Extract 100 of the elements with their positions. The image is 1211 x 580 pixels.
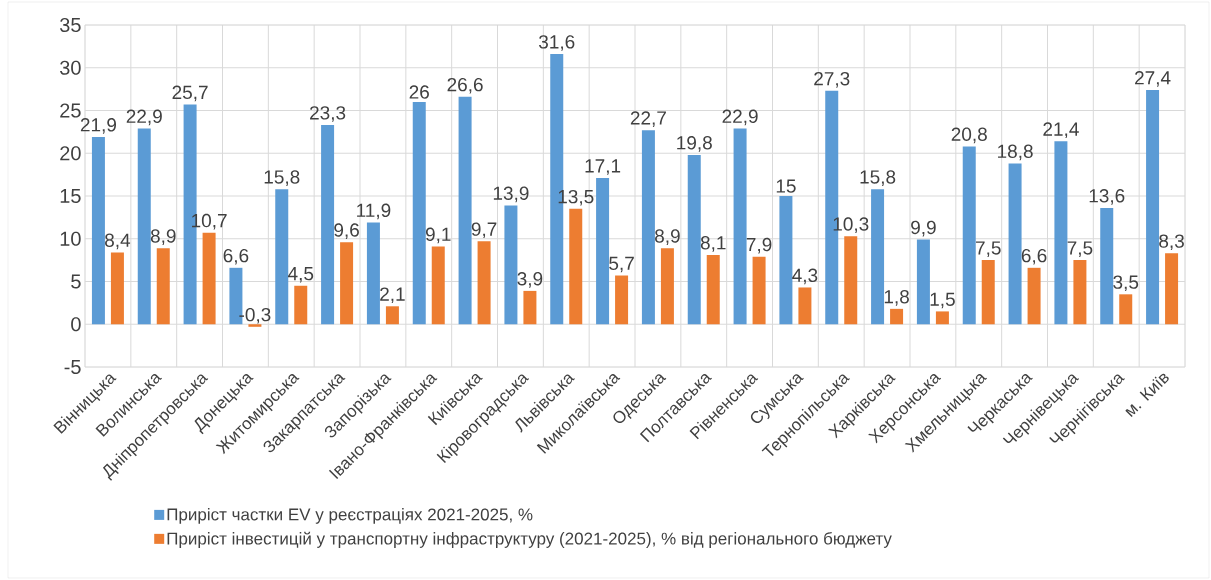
bar — [1073, 260, 1087, 325]
bar — [798, 287, 812, 325]
bar — [294, 285, 308, 325]
data-label: 23,3 — [310, 106, 346, 122]
data-label: 2,1 — [380, 287, 405, 304]
data-label: 21,9 — [80, 118, 117, 134]
y-tick-label: 5 — [71, 274, 81, 289]
data-label: 15,8 — [264, 170, 300, 186]
bar — [110, 252, 124, 325]
data-label: 15 — [776, 179, 796, 193]
data-label: 3,5 — [1113, 275, 1139, 292]
y-tick-label: 0 — [71, 317, 81, 332]
data-label: 11,9 — [357, 203, 391, 220]
data-label: 9,9 — [911, 220, 936, 237]
bar — [596, 178, 610, 325]
y-tick-label: 20 — [60, 146, 81, 161]
y-tick-label: 25 — [60, 103, 81, 118]
bar — [1027, 267, 1041, 325]
data-label: 9,7 — [471, 222, 497, 239]
bar — [890, 308, 904, 325]
data-label: 6,6 — [223, 248, 249, 265]
data-label: 13,9 — [493, 186, 529, 203]
data-label: 8,9 — [150, 229, 176, 245]
data-label: 7,5 — [976, 241, 1001, 257]
bar — [660, 248, 674, 325]
bar — [844, 236, 858, 325]
bar — [752, 256, 766, 325]
data-label: 22,9 — [722, 109, 758, 126]
bar — [641, 130, 655, 325]
data-label: 5,7 — [609, 256, 634, 273]
data-label: 3,9 — [517, 272, 543, 288]
data-label: 17,1 — [585, 159, 621, 175]
bar — [366, 222, 380, 325]
data-label: 31,6 — [538, 35, 575, 51]
data-label: 27,4 — [1135, 71, 1171, 87]
bar — [458, 96, 472, 325]
bar — [779, 195, 793, 325]
y-tick-label: 30 — [60, 60, 81, 75]
bar — [1054, 141, 1068, 325]
data-label: 8,3 — [1159, 234, 1184, 251]
bar — [935, 311, 949, 325]
data-label: 7,9 — [746, 237, 772, 254]
y-tick-label: 15 — [60, 189, 81, 203]
bar — [962, 146, 976, 325]
legend-label: Приріст інвестицій у транспортну інфраструктуру (2021-2025), % від регіонального бюджету — [167, 531, 892, 548]
data-label: 9,1 — [425, 227, 451, 244]
bar — [706, 254, 720, 325]
legend-label: Приріст частки EV у реєстраціях 2021-2025, % — [167, 507, 533, 524]
data-label: 27,3 — [814, 71, 850, 88]
bar — [916, 239, 930, 325]
bar — [615, 275, 629, 325]
data-label: 15,8 — [860, 170, 896, 186]
bar — [1165, 253, 1179, 325]
data-label: 8,4 — [105, 233, 131, 250]
data-label: 8,1 — [700, 236, 726, 252]
data-label: 18,8 — [998, 144, 1033, 161]
x-tick-label: м. Київ — [1125, 373, 1169, 418]
bar — [248, 324, 262, 327]
data-label: 1,8 — [884, 289, 909, 306]
bar — [91, 137, 105, 325]
data-label: 19,8 — [677, 136, 712, 152]
data-label: 1,5 — [930, 292, 955, 309]
bar — [871, 189, 885, 325]
data-label: 4,3 — [792, 268, 818, 285]
data-label: 20,8 — [951, 127, 987, 144]
bar — [1008, 163, 1022, 325]
y-tick-label: -5 — [64, 360, 81, 374]
data-label: 9,6 — [334, 223, 359, 239]
data-label: 26,6 — [447, 77, 483, 94]
bar — [981, 260, 995, 325]
data-label: 6,6 — [1021, 248, 1047, 265]
bar — [431, 246, 445, 325]
data-label: 26 — [409, 85, 429, 99]
bar — [733, 128, 747, 325]
data-label: 22,7 — [630, 111, 666, 127]
bar — [1100, 207, 1114, 325]
data-label: 4,5 — [287, 267, 314, 283]
data-label: 7,5 — [1067, 241, 1093, 257]
bar — [321, 125, 335, 325]
bar — [687, 154, 701, 325]
bar — [523, 290, 537, 325]
bar — [137, 128, 151, 325]
bar — [504, 205, 518, 325]
bar — [340, 242, 354, 325]
bar — [156, 248, 170, 325]
bar — [202, 232, 216, 325]
bar — [1119, 294, 1133, 325]
data-label: 25,7 — [172, 85, 208, 102]
bar — [412, 101, 426, 325]
y-tick-label: 10 — [60, 231, 81, 246]
bar — [569, 208, 583, 325]
data-label: 8,9 — [655, 229, 680, 245]
bar — [477, 241, 491, 325]
data-label: 13,6 — [1089, 189, 1125, 205]
bar — [275, 189, 289, 325]
bar — [385, 306, 399, 325]
data-label: 21,4 — [1043, 122, 1079, 139]
y-tick-label: 35 — [60, 17, 81, 33]
bar — [1146, 89, 1160, 325]
data-label: 22,9 — [126, 109, 162, 126]
